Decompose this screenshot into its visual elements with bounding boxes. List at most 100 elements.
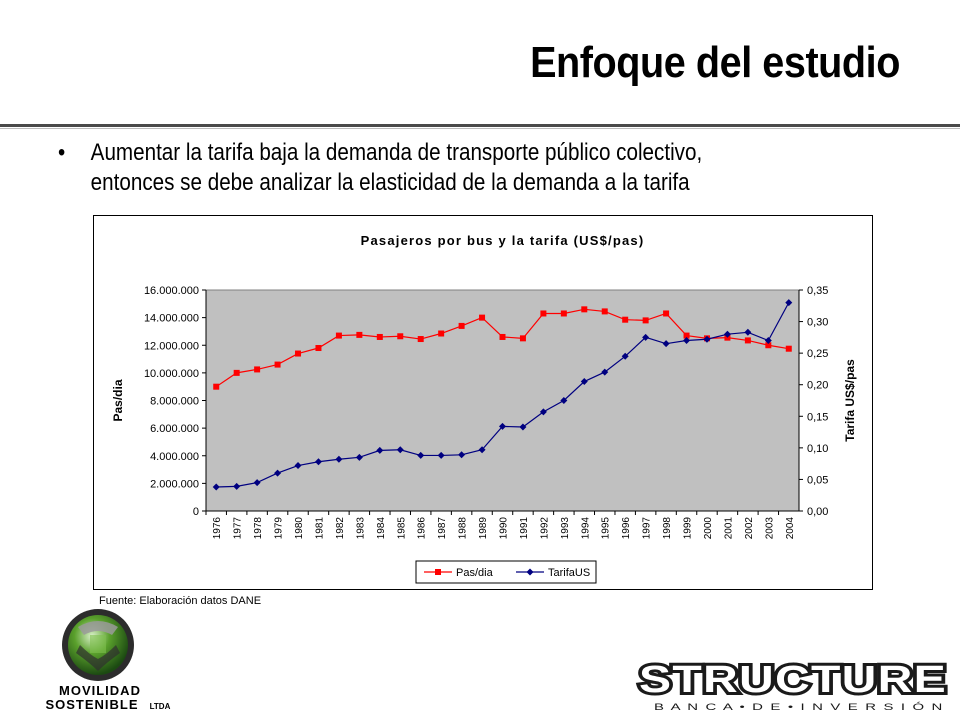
series-2-point	[294, 462, 302, 470]
series-1-point	[519, 335, 526, 342]
x-axis-tick-label: 1999	[683, 517, 694, 540]
source-note: Fuente: Elaboración datos DANE	[99, 595, 262, 607]
x-axis-tick-label: 1986	[417, 517, 428, 540]
series-1-point	[233, 369, 240, 376]
series-2-point	[723, 330, 731, 338]
series-2-point	[499, 422, 506, 430]
x-axis-tick-label: 1992	[539, 517, 550, 540]
series-1-point	[274, 361, 281, 368]
series-1-point	[642, 317, 649, 324]
series-2-point	[621, 352, 629, 360]
right-axis-tick-label: 0,00	[807, 506, 828, 518]
series-1-point	[560, 310, 567, 317]
x-axis-tick-label: 2001	[723, 517, 734, 540]
series-2-point	[335, 455, 343, 463]
x-axis-tick-label: 1978	[253, 517, 264, 540]
legend-marker-2	[526, 568, 534, 576]
structure-logo: STRUCTURE STRUCTURE B A N C A • D E • I …	[636, 660, 949, 712]
right-axis-title: Tarifa US$/pas	[843, 359, 857, 442]
x-axis-tick-label: 1980	[294, 517, 305, 540]
series-1-point	[744, 337, 751, 344]
series-2-point	[744, 328, 752, 336]
x-axis-tick-label: 1993	[560, 517, 571, 540]
series-2-point	[519, 423, 527, 431]
right-axis-tick-label: 0,25	[807, 348, 828, 360]
legend-box	[415, 560, 597, 584]
x-axis-tick-label: 2003	[764, 517, 775, 540]
series-1-point	[601, 308, 608, 315]
x-axis-tick-label: 1991	[519, 517, 530, 540]
right-axis-tick-label: 0,05	[807, 474, 828, 486]
x-axis-tick-label: 1994	[580, 517, 591, 540]
x-axis-tick-label: 1990	[499, 517, 510, 540]
series-2-point	[253, 479, 261, 487]
left-axis-tick-label: 14.000.000	[144, 313, 199, 325]
left-axis-tick-label: 10.000.000	[144, 368, 199, 380]
x-axis-tick-label: 1995	[601, 517, 612, 540]
x-axis-tick-label: 1984	[376, 517, 387, 540]
series-1-point	[356, 331, 363, 338]
series-1-point	[785, 345, 792, 352]
right-axis-tick-label: 0,30	[807, 317, 828, 329]
x-axis-tick-label: 1985	[396, 517, 407, 540]
logo-right-tagline: B A N C A • D E • I N V E R S I Ó N	[654, 702, 944, 712]
series-1-point	[335, 332, 342, 339]
series-2-point	[683, 337, 691, 345]
left-axis-tick-label: 8.000.000	[150, 396, 199, 408]
title-divider	[0, 124, 960, 127]
series-2-point	[601, 368, 609, 376]
series-1-point	[254, 366, 261, 373]
series-2-point	[478, 446, 486, 454]
series-2-point	[396, 446, 404, 454]
left-axis-tick-label: 0	[193, 506, 199, 518]
right-axis-tick-label: 0,15	[807, 411, 828, 423]
series-2-point	[539, 408, 547, 416]
x-axis-tick-label: 1989	[478, 517, 489, 540]
series-1-point	[683, 332, 690, 339]
line-chart: Pasajeros por bus y la tarifa (US$/pas) 0…	[111, 233, 857, 584]
series-2-point	[437, 451, 445, 459]
series-1-point	[540, 310, 547, 317]
series-2-point	[580, 378, 588, 386]
left-axis-tick-label: 12.000.000	[144, 340, 199, 352]
series-1-point	[622, 316, 629, 323]
left-axis-tick-label: 6.000.000	[150, 423, 199, 435]
bullet-text: Aumentar la tarifa baja la demanda de tr…	[91, 138, 703, 198]
x-axis-tick-label: 1988	[458, 517, 469, 540]
legend-marker-1	[435, 569, 441, 575]
series-2-point	[233, 482, 241, 490]
logo-left-line1: MOVILIDAD	[59, 683, 141, 698]
series-1-point	[438, 330, 445, 337]
left-axis-title: Pas/dia	[111, 379, 125, 421]
series-1-point	[315, 345, 322, 352]
slide-title: Enfoque del estudio	[530, 38, 900, 87]
x-axis-tick-label: 1987	[437, 517, 448, 540]
series-1-point	[376, 333, 383, 340]
series-1-point	[479, 314, 486, 321]
series-1-point	[295, 350, 302, 357]
right-axis-tick-label: 0,10	[807, 443, 828, 455]
series-1-point	[663, 310, 670, 317]
right-axis-tick-label: 0,35	[807, 285, 828, 297]
series-2-point	[212, 483, 220, 491]
bullet-line-1: Aumentar la tarifa baja la demanda de tr…	[90, 139, 703, 166]
series-1-point	[458, 322, 465, 329]
bullet-marker: •	[58, 139, 66, 166]
series-1-point	[499, 333, 506, 340]
x-axis-tick-label: 1996	[621, 517, 632, 540]
plot-area	[205, 289, 800, 512]
left-axis-tick-label: 2.000.000	[150, 478, 199, 490]
right-axis-tick-label: 0,20	[807, 380, 828, 392]
series-2-point	[642, 333, 650, 341]
series-2-point	[764, 337, 772, 345]
logo-right-outline: STRUCTURE	[639, 660, 947, 701]
series-1-point	[417, 336, 424, 343]
x-axis-tick-label: 2002	[744, 517, 755, 540]
chart-title: Pasajeros por bus y la tarifa (US$/pas)	[361, 233, 645, 248]
series-1-point	[765, 342, 772, 349]
title-divider-shadow	[0, 128, 960, 129]
series-2-point	[703, 335, 711, 343]
x-axis-tick-label: 1979	[274, 517, 285, 540]
x-axis-tick-label: 1998	[662, 517, 673, 540]
series-2-point	[417, 451, 425, 459]
